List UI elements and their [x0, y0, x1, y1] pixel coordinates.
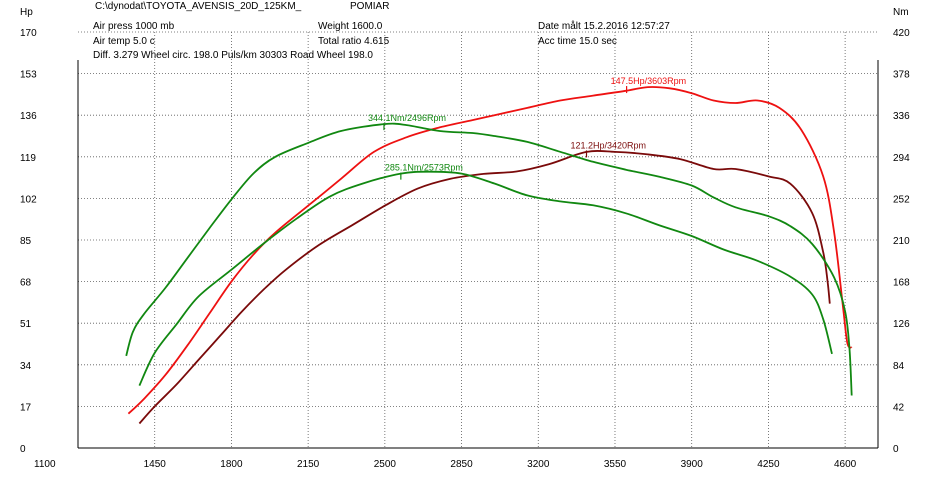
x-tick-label: 1450 — [144, 459, 167, 470]
right-tick-label: 168 — [893, 278, 910, 289]
annotation-label: 147.5Hp/3603Rpm — [611, 76, 687, 86]
x-tick-label: 3550 — [604, 459, 627, 470]
right-tick-label: 0 — [893, 444, 899, 455]
x-tick-label: 2500 — [374, 459, 397, 470]
date-label: Date målt 15.2.2016 12:57:27 — [538, 20, 670, 32]
left-tick-label: 153 — [20, 70, 37, 81]
x-tick-label: 1100 — [34, 459, 56, 470]
left-tick-label: 0 — [20, 444, 26, 455]
air-temp-label: Air temp 5.0 c — [93, 36, 155, 47]
total-ratio-label: Total ratio 4.615 — [318, 36, 390, 47]
right-tick-label: 378 — [893, 70, 910, 81]
left-tick-label: 170 — [20, 28, 37, 39]
right-tick-label: 84 — [893, 361, 905, 372]
annotation-label: 344.1Nm/2496Rpm — [368, 113, 446, 123]
acc-time-label: Acc time 15.0 sec — [538, 36, 617, 47]
curves — [125, 86, 853, 425]
right-tick-label: 420 — [893, 28, 910, 39]
right-tick-label: 42 — [893, 402, 905, 413]
series-line-power_stock — [138, 150, 831, 425]
series-line-torque_stock — [138, 170, 833, 386]
air-press-label: Air press 1000 mb — [93, 21, 175, 32]
left-axis-title: Hp — [20, 7, 33, 18]
axes — [77, 60, 879, 449]
left-tick-label: 119 — [20, 153, 36, 164]
x-tick-label: 1800 — [220, 459, 243, 470]
annotation-label: 285.1Nm/2573Rpm — [385, 163, 463, 173]
owner-label: POMIAR — [350, 1, 389, 12]
series-line-power_tuned — [127, 86, 853, 415]
x-tick-label: 2150 — [297, 459, 320, 470]
left-tick-label: 102 — [20, 194, 37, 205]
series-line-torque_tuned — [125, 122, 853, 396]
left-tick-label: 34 — [20, 361, 32, 372]
x-tick-label: 3200 — [527, 459, 550, 470]
diff-label: Diff. 3.279 Wheel circ. 198.0 Puls/km 30… — [93, 50, 373, 61]
right-axis-title: Nm — [893, 7, 909, 18]
x-tick-label: 2850 — [450, 459, 473, 470]
x-tick-label: 4250 — [757, 459, 780, 470]
left-tick-label: 17 — [20, 402, 32, 413]
weight-label: Weight 1600.0 — [318, 21, 383, 32]
left-tick-label: 136 — [20, 111, 37, 122]
right-tick-label: 294 — [893, 153, 910, 164]
file-path: C:\dynodat\TOYOTA_AVENSIS_20D_125KM_ — [95, 1, 302, 12]
left-tick-label: 51 — [20, 319, 32, 330]
right-tick-label: 126 — [893, 319, 910, 330]
right-tick-label: 210 — [893, 236, 910, 247]
annotation-label: 121.2Hp/3420Rpm — [570, 140, 646, 150]
right-tick-label: 336 — [893, 111, 910, 122]
x-tick-label: 4600 — [834, 459, 857, 470]
right-tick-label: 252 — [893, 194, 910, 205]
grid — [78, 31, 878, 448]
left-tick-label: 85 — [20, 236, 32, 247]
left-tick-label: 68 — [20, 278, 32, 289]
x-tick-label: 3900 — [681, 459, 704, 470]
annotations: 147.5Hp/3603Rpm 121.2Hp/3420Rpm 344.1Nm/24… — [368, 76, 686, 180]
tick-labels: 1701531361191028568513417042037833629425… — [20, 28, 910, 470]
